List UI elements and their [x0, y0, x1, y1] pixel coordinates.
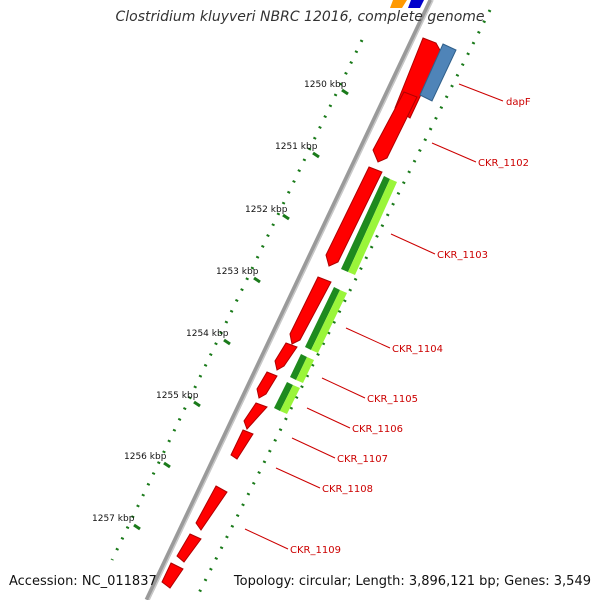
go-feature-dark [305, 287, 340, 350]
kbp-label: 1257 kbp [92, 514, 135, 524]
go-feature-dark [290, 354, 307, 380]
go-features [274, 176, 397, 414]
gene-label: CKR_1109 [290, 545, 341, 556]
go-feature-dark [274, 382, 293, 411]
accession-text: Accession: NC_011837 [9, 574, 157, 589]
label-leader-line [275, 467, 321, 489]
label-leader-line [431, 142, 477, 163]
gene-label: CKR_1102 [478, 158, 529, 169]
go-feature-dark [341, 176, 390, 272]
kbp-label: 1251 kbp [275, 142, 318, 152]
cds-feature [274, 342, 298, 371]
genome-backbone-highlight [148, 0, 434, 600]
cds-feature [243, 402, 268, 430]
genome-backbone [144, 0, 434, 600]
gene-label: CKR_1105 [367, 394, 418, 405]
go-feature-light [280, 385, 300, 414]
cds-feature [161, 562, 184, 589]
inner-tick-ring [196, 9, 492, 596]
cds-feature [372, 91, 418, 163]
top-orange-marker [390, 0, 407, 8]
kbp-tick [341, 88, 349, 96]
kbp-tick [312, 151, 320, 159]
kbp-tick [282, 213, 290, 221]
gene-label: CKR_1104 [392, 344, 443, 355]
cds-features [161, 37, 442, 589]
cds-feature [256, 371, 278, 399]
outer-tick-ring [110, 39, 364, 561]
label-leader-line [291, 437, 336, 459]
label-leader-line [345, 327, 391, 349]
kbp-label: 1255 kbp [156, 391, 199, 401]
label-leader-line [321, 377, 366, 399]
cds-feature [195, 485, 228, 531]
top-blue-marker [408, 0, 424, 8]
gene-label: CKR_1106 [352, 424, 403, 435]
trna-feature [419, 43, 457, 102]
kbp-scale: 1250 kbp 1251 kbp 1252 kbp 1253 kbp 1254… [92, 80, 349, 531]
kbp-tick [163, 461, 171, 469]
kbp-label: 1252 kbp [245, 205, 288, 215]
top-markers [390, 0, 424, 8]
genome-summary-text: Topology: circular; Length: 3,896,121 bp… [233, 574, 591, 589]
cds-feature [230, 429, 254, 460]
go-feature-light [348, 179, 397, 275]
kbp-tick [223, 338, 231, 346]
kbp-label: 1250 kbp [304, 80, 347, 90]
gene-labels: dapF CKR_1102 CKR_1103 CKR_1104 CKR_1105… [290, 97, 531, 556]
kbp-label: 1254 kbp [186, 329, 229, 339]
label-leader-line [244, 528, 289, 550]
cds-feature [289, 276, 332, 345]
gene-label: CKR_1103 [437, 250, 488, 261]
kbp-tick [253, 276, 261, 284]
map-title: Clostridium kluyveri NBRC 12016, complet… [115, 9, 485, 25]
cds-feature [325, 166, 383, 267]
kbp-label: 1256 kbp [124, 452, 167, 462]
label-leader-line [458, 83, 504, 102]
kbp-tick [133, 523, 141, 531]
go-feature-light [296, 357, 314, 383]
label-leader-line [306, 407, 351, 429]
gene-label: CKR_1107 [337, 454, 388, 465]
gene-label-dapf: dapF [506, 97, 531, 108]
gene-label-lines [244, 83, 504, 550]
gene-label: CKR_1108 [322, 484, 373, 495]
label-leader-line [390, 233, 436, 255]
kbp-label: 1253 kbp [216, 267, 259, 277]
kbp-tick [193, 400, 201, 408]
cds-feature [176, 533, 202, 563]
go-feature-light [311, 290, 347, 353]
